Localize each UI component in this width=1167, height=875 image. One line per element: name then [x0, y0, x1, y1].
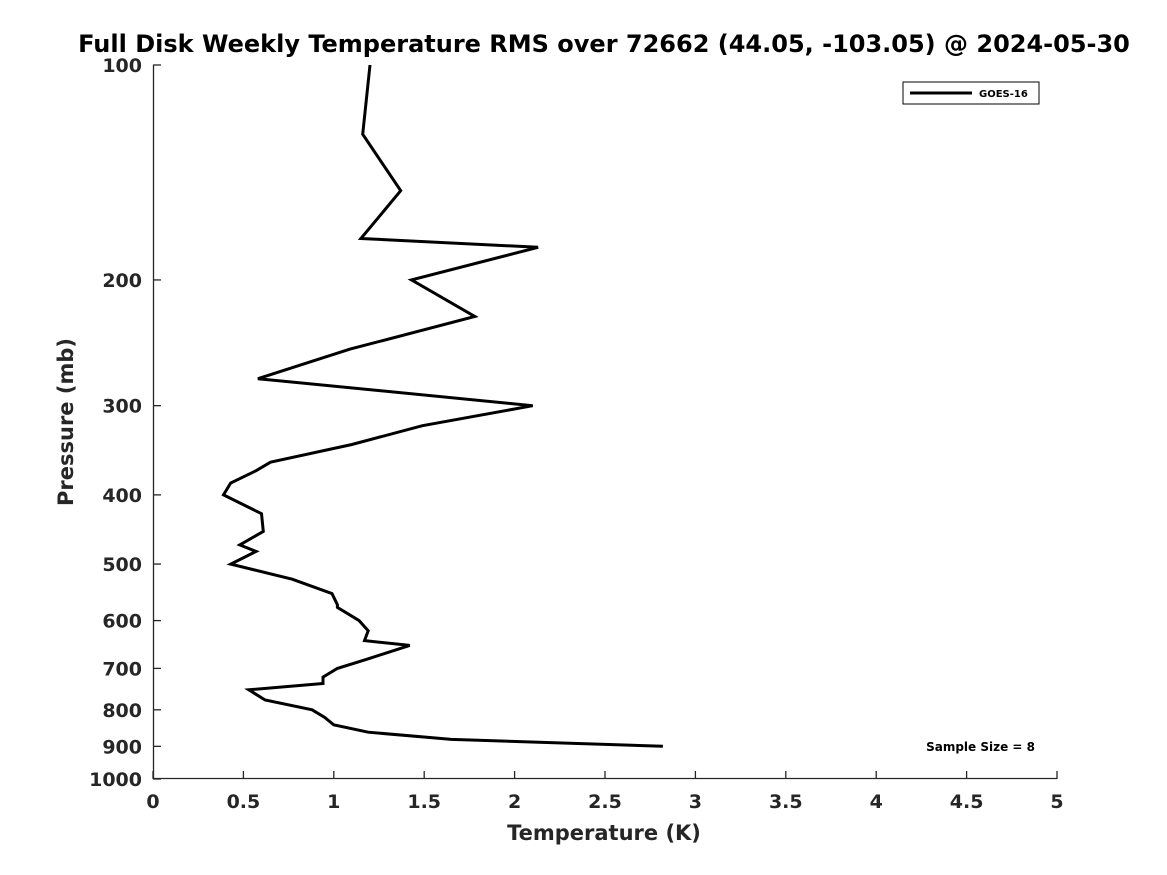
y-tick-label: 1000: [89, 769, 142, 791]
x-tick-label: 1.5: [407, 791, 441, 813]
x-tick-label: 4: [870, 791, 883, 813]
x-tick-label: 4.5: [950, 791, 984, 813]
y-tick-label: 700: [102, 658, 142, 680]
y-tick-label: 900: [102, 736, 142, 758]
y-tick-label: 400: [102, 485, 142, 507]
x-tick-label: 5: [1050, 791, 1063, 813]
y-tick-label: 600: [102, 611, 142, 633]
legend: GOES-16: [902, 81, 1040, 105]
y-tick-label: 200: [102, 270, 142, 292]
x-tick-label: 0: [146, 791, 159, 813]
x-tick-label: 2: [508, 791, 521, 813]
x-tick-label: 0.5: [227, 791, 261, 813]
y-tick-label: 300: [102, 396, 142, 418]
series-layer: [221, 64, 663, 748]
y-axis-label: Pressure (mb): [54, 338, 78, 506]
series-line-goes-16: [221, 64, 663, 748]
legend-label-goes-16: GOES-16: [979, 89, 1028, 100]
x-axis-label: Temperature (K): [507, 821, 701, 845]
x-ticks: 0 0.5 1 1.5 2 2.5 3 3.5 4 4.5 5: [146, 771, 1064, 813]
x-tick-label: 1: [327, 791, 340, 813]
sample-size-annotation: Sample Size = 8: [926, 740, 1035, 754]
chart-title: Full Disk Weekly Temperature RMS over 72…: [78, 30, 1130, 58]
y-tick-label: 100: [102, 55, 142, 77]
x-tick-label: 3: [689, 791, 702, 813]
x-tick-label: 2.5: [588, 791, 622, 813]
plot-area: [153, 65, 1057, 779]
x-tick-label: 3.5: [769, 791, 803, 813]
y-ticks: 100 200 300 400 500 600 700 800 900 1000: [89, 55, 161, 791]
y-tick-label: 500: [102, 554, 142, 576]
y-tick-label: 800: [102, 700, 142, 722]
